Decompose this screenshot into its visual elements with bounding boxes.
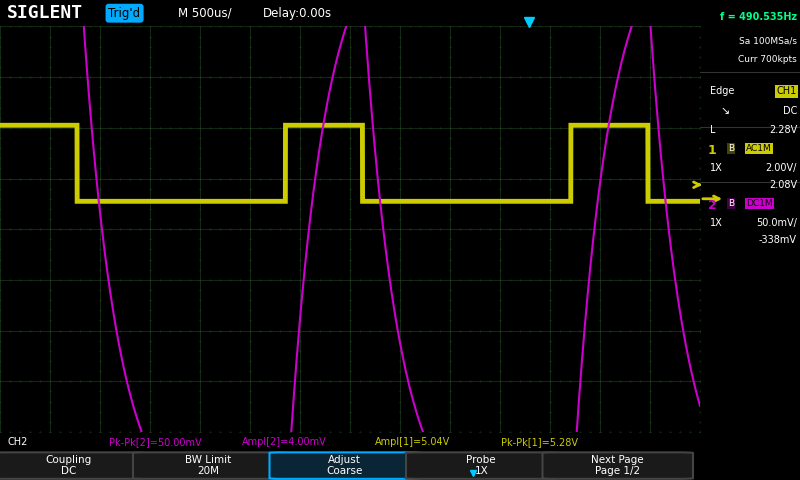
Text: SIGLENT: SIGLENT [7,4,83,22]
Text: B: B [728,144,734,153]
Text: Sa 100MSa/s: Sa 100MSa/s [739,36,797,45]
FancyBboxPatch shape [133,452,283,479]
FancyBboxPatch shape [270,452,420,479]
Text: 1: 1 [708,144,717,157]
Text: Edge: Edge [710,86,734,96]
Text: Delay:0.00s: Delay:0.00s [262,7,332,20]
Text: Coupling
DC: Coupling DC [45,455,91,476]
Text: Pk-Pk[1]=5.28V: Pk-Pk[1]=5.28V [501,437,578,447]
Text: Pk-Pk[2]=50.00mV: Pk-Pk[2]=50.00mV [109,437,201,447]
Text: L: L [710,125,715,135]
Text: Next Page
Page 1/2: Next Page Page 1/2 [591,455,644,476]
Text: -338mV: -338mV [759,235,797,245]
Text: Curr 700kpts: Curr 700kpts [738,55,797,64]
Text: 2.28V: 2.28V [769,125,797,135]
Text: BW Limit
20M: BW Limit 20M [185,455,231,476]
FancyBboxPatch shape [0,452,143,479]
Text: f = 490.535Hz: f = 490.535Hz [720,12,797,22]
Text: Ampl[1]=5.04V: Ampl[1]=5.04V [374,437,450,447]
Text: ↘: ↘ [720,106,730,116]
Text: 1X: 1X [710,218,722,228]
Text: DC1M: DC1M [746,199,773,208]
FancyBboxPatch shape [406,452,557,479]
Text: Ampl[2]=4.00mV: Ampl[2]=4.00mV [242,437,326,447]
Text: DC: DC [782,106,797,116]
Text: 2.00V/: 2.00V/ [766,163,797,173]
Text: 1X: 1X [710,163,722,173]
Text: CH1: CH1 [777,86,797,96]
Text: CH2: CH2 [7,437,27,447]
Text: 2.08V: 2.08V [769,180,797,190]
Text: M 500us/: M 500us/ [178,7,232,20]
FancyBboxPatch shape [542,452,693,479]
Text: Probe
1X: Probe 1X [466,455,496,476]
Text: 2: 2 [708,199,717,212]
Text: Adjust
Coarse: Adjust Coarse [326,455,363,476]
Text: 50.0mV/: 50.0mV/ [756,218,797,228]
Text: Trig'd: Trig'd [109,7,141,20]
Text: AC1M: AC1M [746,144,772,153]
Text: B: B [728,199,734,208]
